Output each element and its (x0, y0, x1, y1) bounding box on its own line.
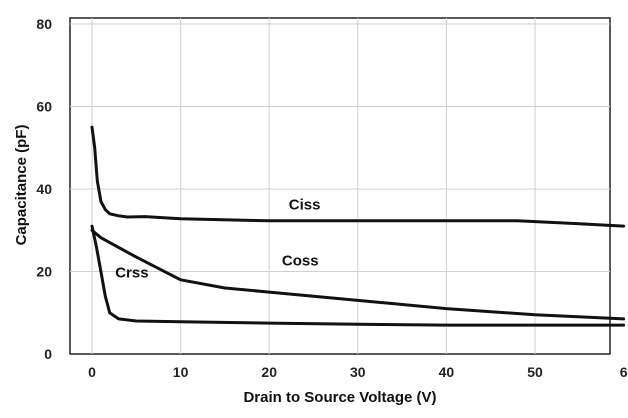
series-line-ciss (90, 125, 626, 228)
series-line-crss (90, 224, 626, 327)
y-tick-label: 0 (44, 346, 52, 362)
x-tick-labels: 0 10 20 30 40 50 6 (88, 364, 628, 380)
x-tick-label: 20 (261, 364, 277, 380)
curve-label-ciss: Ciss (289, 197, 321, 214)
curve-label-coss: Coss (282, 252, 319, 269)
x-axis-title: Drain to Source Voltage (V) (243, 389, 436, 406)
x-tick-label: 40 (439, 364, 455, 380)
curves (90, 125, 626, 327)
x-tick-label: 50 (527, 364, 543, 380)
series-line-coss (90, 228, 626, 321)
y-tick-labels: 0 20 40 60 80 (36, 16, 52, 362)
x-tick-label: 10 (173, 364, 189, 380)
y-tick-label: 40 (36, 181, 52, 197)
y-axis-title: Capacitance (pF) (13, 125, 30, 246)
curve-label-crss: Crss (115, 265, 148, 282)
grid-lines (70, 18, 610, 354)
plot-area (69, 17, 611, 355)
y-tick-label: 80 (36, 16, 52, 32)
x-tick-label: 30 (350, 364, 366, 380)
y-tick-label: 60 (36, 99, 52, 115)
y-tick-label: 20 (36, 264, 52, 280)
x-tick-label: 6 (620, 364, 628, 380)
curve-labels: Ciss Coss Crss (115, 197, 320, 282)
x-tick-label: 0 (88, 364, 96, 380)
